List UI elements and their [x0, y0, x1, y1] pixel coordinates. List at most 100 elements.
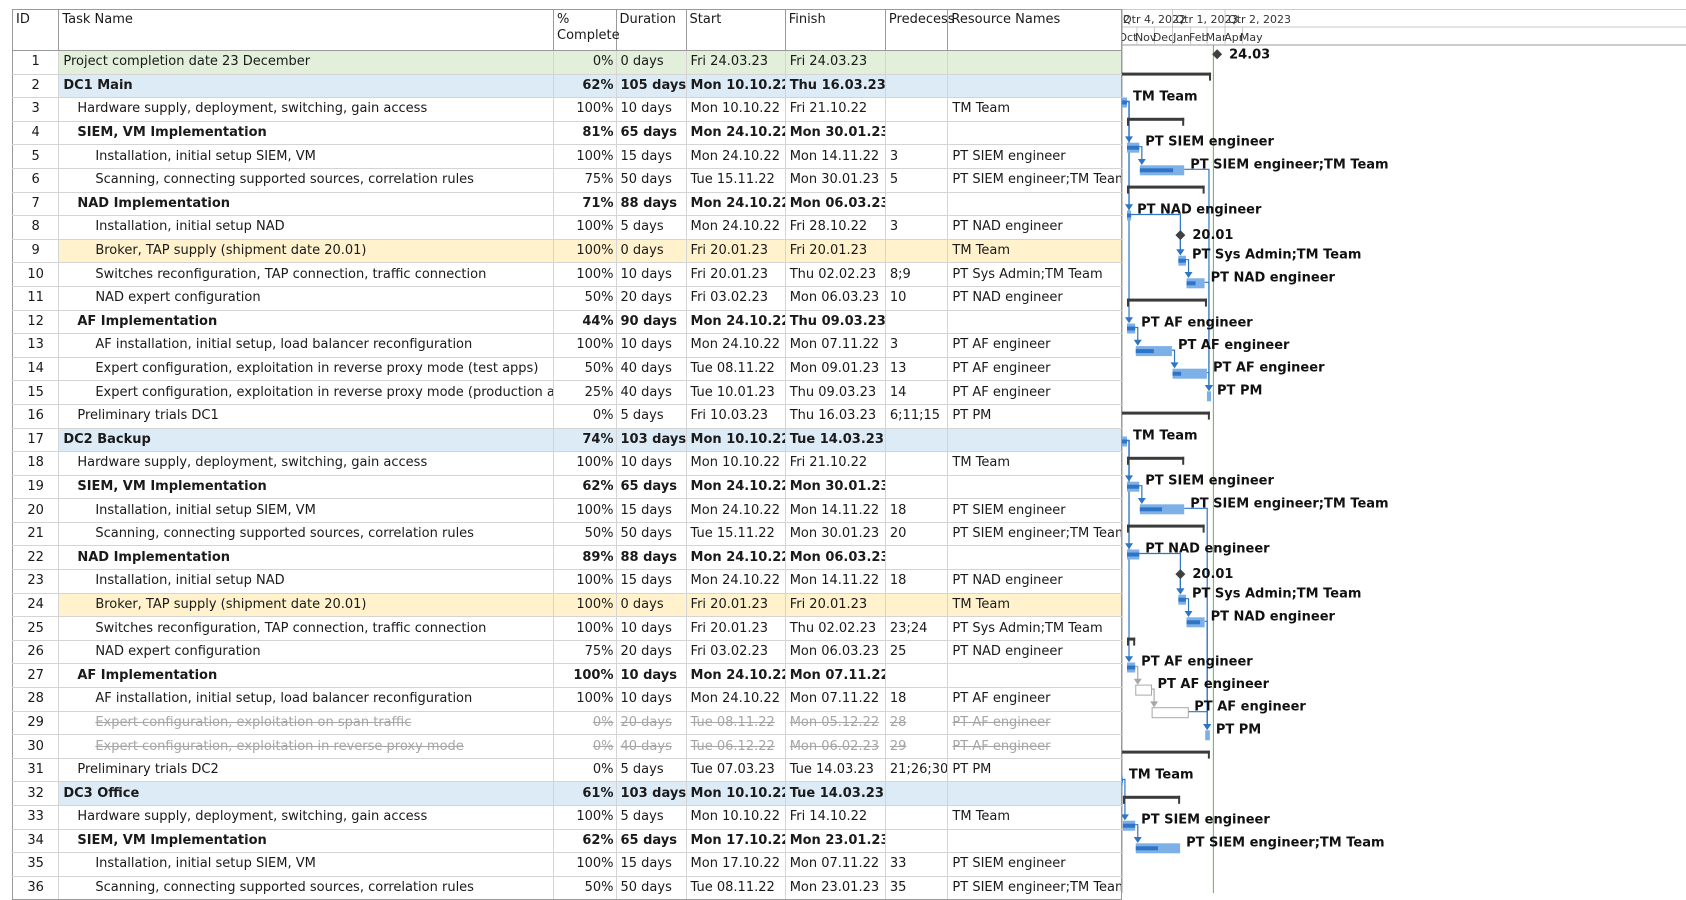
table-row[interactable]: 20 Installation, initial setup SIEM, VM 10… — [11, 498, 1122, 523]
cell-percent-complete[interactable]: 100% — [553, 262, 617, 287]
cell-duration[interactable]: 15 days — [615, 498, 687, 523]
summary-bar[interactable] — [1122, 411, 1210, 415]
cell-percent-complete[interactable]: 100% — [553, 616, 617, 641]
cell-duration[interactable]: 15 days — [615, 569, 687, 594]
cell-duration[interactable]: 0 days — [615, 50, 687, 75]
summary-bar[interactable] — [1127, 185, 1205, 189]
cell-start[interactable]: Fri 20.01.23 — [685, 262, 786, 287]
cell-task-name[interactable]: Installation, initial setup SIEM, VM — [58, 852, 554, 877]
cell-duration[interactable]: 103 days — [615, 781, 687, 806]
cell-task-name[interactable]: DC2 Backup — [58, 427, 554, 453]
cell-task-name[interactable]: AF installation, initial setup, load bal… — [58, 333, 554, 358]
cell-id[interactable]: 31 — [11, 757, 60, 783]
table-row[interactable]: 15 Expert configuration, exploitation in … — [11, 380, 1122, 405]
cell-finish[interactable]: Mon 07.11.22 — [784, 687, 886, 712]
cell-id[interactable]: 15 — [11, 380, 60, 405]
cell-finish[interactable]: Fri 28.10.22 — [784, 215, 886, 240]
table-row[interactable]: 23 Installation, initial setup NAD 100% 15 … — [11, 569, 1122, 594]
cell-id[interactable]: 9 — [11, 238, 60, 264]
cell-start[interactable]: Mon 24.10.22 — [685, 474, 786, 500]
cell-finish[interactable]: Mon 07.11.22 — [784, 333, 886, 358]
cell-resource-names[interactable]: TM Team — [947, 238, 1122, 264]
cell-predecessors[interactable] — [884, 592, 949, 618]
cell-resource-names[interactable]: TM Team — [947, 592, 1122, 618]
cell-finish[interactable]: Mon 14.11.22 — [784, 498, 886, 523]
cell-percent-complete[interactable]: 75% — [553, 639, 617, 665]
table-row[interactable]: 16 Preliminary trials DC1 0% 5 days Fri 10.0… — [11, 403, 1122, 429]
cell-duration[interactable]: 50 days — [615, 167, 687, 193]
cell-id[interactable]: 14 — [11, 356, 60, 382]
cell-id[interactable]: 30 — [11, 734, 60, 759]
cell-percent-complete[interactable]: 0% — [553, 734, 617, 759]
cell-start[interactable]: Mon 10.10.22 — [685, 427, 786, 453]
cell-resource-names[interactable] — [947, 545, 1122, 571]
cell-finish[interactable]: Mon 06.02.23 — [784, 734, 886, 759]
cell-percent-complete[interactable]: 81% — [553, 120, 617, 146]
cell-resource-names[interactable] — [947, 73, 1122, 99]
cell-id[interactable]: 6 — [11, 167, 60, 193]
cell-percent-complete[interactable]: 0% — [553, 757, 617, 783]
cell-start[interactable]: Mon 17.10.22 — [685, 852, 786, 877]
cell-percent-complete[interactable]: 25% — [553, 380, 617, 405]
cell-duration[interactable]: 15 days — [615, 144, 687, 169]
cell-resource-names[interactable]: PT NAD engineer — [947, 285, 1122, 311]
cell-predecessors[interactable]: 5 — [884, 167, 949, 193]
cell-task-name[interactable]: AF installation, initial setup, load bal… — [58, 687, 554, 712]
cell-resource-names[interactable] — [947, 50, 1122, 75]
cell-resource-names[interactable]: PT NAD engineer — [947, 215, 1122, 240]
cell-resource-names[interactable]: TM Team — [947, 805, 1122, 830]
table-row[interactable]: 8 Installation, initial setup NAD 100% 5 da… — [11, 215, 1122, 240]
cell-duration[interactable]: 10 days — [615, 451, 687, 476]
cell-start[interactable]: Mon 24.10.22 — [685, 498, 786, 523]
cell-percent-complete[interactable]: 100% — [553, 805, 617, 830]
cell-id[interactable]: 16 — [11, 403, 60, 429]
cell-predecessors[interactable]: 3 — [884, 215, 949, 240]
task-bar[interactable] — [1186, 278, 1205, 289]
cell-duration[interactable]: 10 days — [615, 663, 687, 689]
cell-percent-complete[interactable]: 75% — [553, 167, 617, 193]
col-header-finish[interactable]: Finish — [784, 9, 886, 51]
table-row[interactable]: 18 Hardware supply, deployment, switching… — [11, 451, 1122, 476]
table-row[interactable]: 33 Hardware supply, deployment, switching… — [11, 805, 1122, 830]
cell-predecessors[interactable] — [884, 828, 949, 854]
table-row[interactable]: 11 NAD expert configuration 50% 20 days Fri … — [11, 285, 1122, 311]
cell-id[interactable]: 34 — [11, 828, 60, 854]
cell-percent-complete[interactable]: 100% — [553, 498, 617, 523]
table-row[interactable]: 36 Scanning, connecting supported sources… — [11, 875, 1122, 900]
cell-percent-complete[interactable]: 0% — [553, 50, 617, 75]
cell-duration[interactable]: 5 days — [615, 805, 687, 830]
table-row[interactable]: 35 Installation, initial setup SIEM, VM 10… — [11, 852, 1122, 877]
cell-finish[interactable]: Mon 06.03.23 — [784, 191, 886, 217]
cell-duration[interactable]: 5 days — [615, 757, 687, 783]
cell-task-name[interactable]: Installation, initial setup NAD — [58, 569, 554, 594]
table-row[interactable]: 27 AF Implementation 100% 10 days Mon 24.10.… — [11, 663, 1122, 689]
cell-percent-complete[interactable]: 44% — [553, 309, 617, 335]
cell-predecessors[interactable]: 3 — [884, 333, 949, 358]
cell-predecessors[interactable]: 18 — [884, 569, 949, 594]
cell-percent-complete[interactable]: 100% — [553, 663, 617, 689]
cell-start[interactable]: Mon 24.10.22 — [685, 333, 786, 358]
cell-predecessors[interactable] — [884, 238, 949, 264]
cell-start[interactable]: Fri 03.02.23 — [685, 639, 786, 665]
cell-start[interactable]: Mon 10.10.22 — [685, 73, 786, 99]
task-bar[interactable] — [1205, 730, 1210, 741]
table-row[interactable]: 13 AF installation, initial setup, load b… — [11, 333, 1122, 358]
cell-finish[interactable]: Mon 07.11.22 — [784, 852, 886, 877]
cell-resource-names[interactable]: PT Sys Admin;TM Team — [947, 262, 1122, 287]
cell-task-name[interactable]: SIEM, VM Implementation — [58, 474, 554, 500]
cell-resource-names[interactable]: TM Team — [947, 97, 1122, 122]
cell-finish[interactable]: Mon 05.12.22 — [784, 710, 886, 736]
cell-finish[interactable]: Thu 09.03.23 — [784, 380, 886, 405]
cell-duration[interactable]: 105 days — [615, 73, 687, 99]
cell-resource-names[interactable]: PT SIEM engineer;TM Team — [947, 521, 1122, 547]
table-row[interactable]: 4 SIEM, VM Implementation 81% 65 days Mon 24… — [11, 120, 1122, 146]
milestone-diamond[interactable] — [1175, 569, 1186, 580]
cell-task-name[interactable]: Broker, TAP supply (shipment date 20.01) — [58, 592, 554, 618]
cell-percent-complete[interactable]: 50% — [553, 875, 617, 900]
cell-id[interactable]: 21 — [11, 521, 60, 547]
cell-start[interactable]: Tue 15.11.22 — [685, 521, 786, 547]
cell-predecessors[interactable] — [884, 191, 949, 217]
cell-finish[interactable]: Thu 16.03.23 — [784, 403, 886, 429]
cell-resource-names[interactable]: PT SIEM engineer — [947, 852, 1122, 877]
cell-resource-names[interactable]: PT SIEM engineer — [947, 498, 1122, 523]
